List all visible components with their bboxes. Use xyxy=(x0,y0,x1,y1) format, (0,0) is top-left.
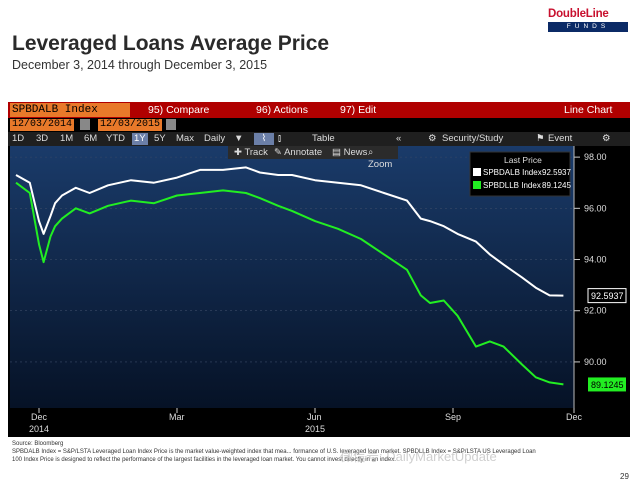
legend-value-2: 89.1245 xyxy=(542,181,571,190)
range-1d[interactable]: 1D xyxy=(12,133,25,144)
x-tick-label: Dec xyxy=(31,412,48,422)
x-axis-band xyxy=(8,408,630,437)
frequency-dropdown[interactable]: Daily xyxy=(204,133,226,144)
range-6m[interactable]: 6M xyxy=(84,133,98,144)
edit-button[interactable]: 97) Edit xyxy=(340,104,377,116)
series-line-1 xyxy=(15,166,564,297)
x-tick-label: Mar xyxy=(169,412,185,422)
last-price-value-2: 89.1245 xyxy=(591,380,624,390)
source-notes: Source: Bloomberg SPBDALB Index = S&P/LS… xyxy=(12,440,612,464)
x-axis: Dec 2014 Mar Jun 2015 Sep Dec xyxy=(8,408,630,437)
y-tick-label: 94.00 xyxy=(584,255,607,265)
x-tick-label: Sep xyxy=(445,412,461,422)
legend-title: Last Price xyxy=(504,155,542,165)
end-date-field[interactable]: 12/03/2015 xyxy=(98,119,163,131)
series-line-2 xyxy=(15,181,564,386)
source-line-3: 100 Index Price is designed to reflect t… xyxy=(12,457,396,463)
compare-button[interactable]: 95) Compare xyxy=(148,104,210,116)
security-study-button[interactable]: Security/Study xyxy=(442,133,504,144)
dropdown-arrow-icon[interactable]: ▼ xyxy=(234,133,244,144)
source-line-2: SPBDALB Index = S&P/LSTA Leveraged Loan … xyxy=(12,449,536,455)
page-subtitle: December 3, 2014 through December 3, 201… xyxy=(12,58,268,72)
news-tool[interactable]: ▤ News xyxy=(332,147,368,158)
track-tool[interactable]: ✚ Track xyxy=(234,147,268,158)
legend-swatch-green xyxy=(473,181,481,189)
calendar-icon[interactable] xyxy=(166,119,176,130)
zoom-tool[interactable]: ⌕ Zoom xyxy=(368,147,393,170)
range-5y[interactable]: 5Y xyxy=(154,133,166,144)
x-tick-year-label: 2014 xyxy=(29,424,49,434)
last-price-badges: 92.5937 89.1245 xyxy=(587,288,627,392)
x-tick-label: Dec xyxy=(566,412,583,422)
price-chart: 90.00 92.00 94.00 96.00 98.00 Dec 2014 Mar Jun 2… xyxy=(8,146,630,437)
legend-swatch-white xyxy=(473,168,481,176)
page-title: Leveraged Loans Average Price xyxy=(12,32,330,55)
x-tick-year-label: 2015 xyxy=(305,424,325,434)
series-lines xyxy=(15,166,564,386)
news-label: News xyxy=(343,147,368,158)
bloomberg-terminal: SPBDALB Index 95) Compare 96) Actions 97… xyxy=(8,102,630,437)
range-1m[interactable]: 1M xyxy=(60,133,74,144)
y-tick-label: 90.00 xyxy=(584,357,607,367)
bar-chart-icon[interactable]: ⫾ xyxy=(278,133,282,144)
date-bar: 12/03/2014 12/03/2015 xyxy=(8,118,630,132)
y-tick-label: 92.00 xyxy=(584,306,607,316)
doubleline-logo: DoubleLine FUNDS xyxy=(548,8,628,40)
actions-button[interactable]: 96) Actions xyxy=(256,104,308,116)
settings-gear-icon[interactable]: ⚙ xyxy=(602,133,611,144)
range-ytd[interactable]: YTD xyxy=(106,133,125,144)
gear-icon[interactable]: ⚙ xyxy=(428,133,437,144)
range-bar: 1D 3D 1M 6M YTD 1Y 5Y Max Daily ▼ ⌇ ⫾ Ta… xyxy=(8,132,630,146)
x-tick-label: Jun xyxy=(307,412,322,422)
legend-series-1: SPBDALB Index xyxy=(483,168,542,177)
watermark: 微信号: DailyMarketUpdate xyxy=(340,449,497,464)
event-button[interactable]: Event xyxy=(548,133,573,144)
flag-icon[interactable]: ⚑ xyxy=(536,133,545,144)
range-3d[interactable]: 3D xyxy=(36,133,49,144)
y-axis: 90.00 92.00 94.00 96.00 98.00 xyxy=(573,146,607,408)
last-price-badge-1 xyxy=(587,288,627,304)
range-1y[interactable]: 1Y xyxy=(132,133,148,145)
annotate-label: Annotate xyxy=(284,147,323,158)
legend-series-2: SPBDLLB Index xyxy=(483,181,541,190)
source-line-1: Source: Bloomberg xyxy=(12,441,64,447)
terminal-menu-bar: SPBDALB Index 95) Compare 96) Actions 97… xyxy=(8,102,630,118)
last-price-badge-2 xyxy=(588,377,626,392)
logo-subtext: FUNDS xyxy=(548,22,628,32)
calendar-icon[interactable] xyxy=(80,119,90,130)
ticker-field[interactable]: SPBDALB Index xyxy=(10,103,130,117)
price-chart-svg: 90.00 92.00 94.00 96.00 98.00 Dec 2014 Mar Jun 2… xyxy=(8,146,630,437)
zoom-label: Zoom xyxy=(368,159,393,170)
logo-text: DoubleLine xyxy=(548,8,609,20)
last-price-value-1: 92.5937 xyxy=(591,291,624,301)
range-max[interactable]: Max xyxy=(176,133,194,144)
annotate-tool[interactable]: ✎ Annotate xyxy=(274,147,323,158)
collapse-icon[interactable]: « xyxy=(396,133,402,144)
y-tick-label: 96.00 xyxy=(584,203,607,213)
legend-value-1: 92.5937 xyxy=(542,168,571,177)
y-tick-label: 98.00 xyxy=(584,152,607,162)
page-number: 29 xyxy=(620,472,629,481)
legend: Last Price SPBDALB Index 92.5937 SPBDLLB… xyxy=(469,151,571,197)
track-label: Track xyxy=(244,147,268,158)
legend-box xyxy=(469,151,571,197)
line-chart-icon[interactable]: ⌇ xyxy=(254,133,274,145)
chart-tool-bar: ✚ Track ✎ Annotate ▤ News ⌕ Zoom xyxy=(228,146,398,170)
table-button[interactable]: Table xyxy=(312,133,335,144)
chart-type-label: Line Chart xyxy=(564,104,613,116)
start-date-field[interactable]: 12/03/2014 xyxy=(10,119,75,131)
